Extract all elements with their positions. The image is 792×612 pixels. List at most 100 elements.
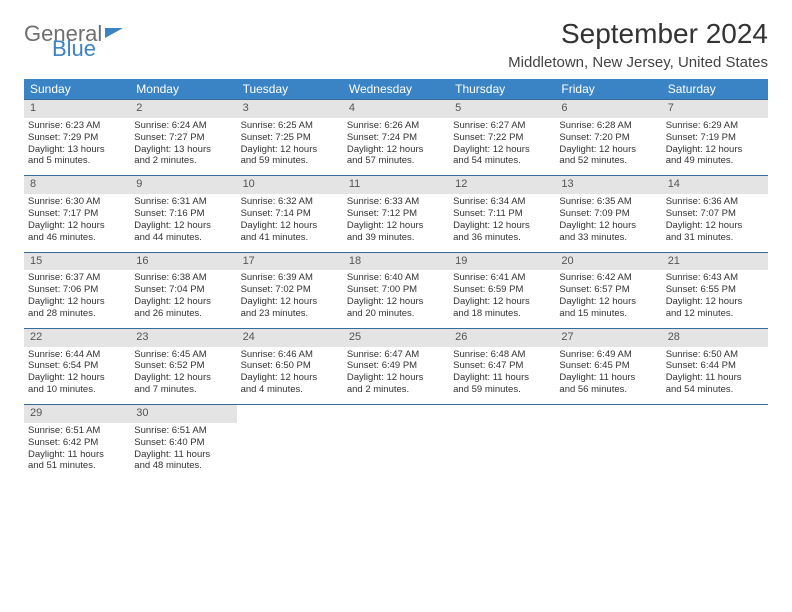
sunset-text: Sunset: 6:47 PM [453, 360, 551, 372]
day-detail-row: Sunrise: 6:30 AMSunset: 7:17 PMDaylight:… [24, 194, 768, 252]
day-number-cell: 2 [130, 100, 236, 118]
daylight-text-1: Daylight: 12 hours [347, 144, 445, 156]
sunrise-text: Sunrise: 6:44 AM [28, 349, 126, 361]
logo-part2: Blue [52, 39, 123, 60]
day-detail-cell: Sunrise: 6:38 AMSunset: 7:04 PMDaylight:… [130, 270, 236, 328]
day-number-row: 22232425262728 [24, 328, 768, 346]
day-detail-row: Sunrise: 6:44 AMSunset: 6:54 PM Daylight:… [24, 347, 768, 405]
daylight-text-1: Daylight: 12 hours [666, 144, 764, 156]
header: General Blue September 2024 Middletown, … [24, 18, 768, 71]
day-number-cell: 3 [237, 100, 343, 118]
sunset-text: Sunset: 6:55 PM [666, 284, 764, 296]
sunrise-text: Sunrise: 6:39 AM [241, 272, 339, 284]
day-header: Sunday [24, 79, 130, 100]
day-detail-cell: Sunrise: 6:51 AMSunset: 6:42 PMDaylight:… [24, 423, 130, 481]
sunrise-text: Sunrise: 6:28 AM [559, 120, 657, 132]
day-detail-cell [343, 423, 449, 481]
day-number-cell: 4 [343, 100, 449, 118]
day-detail-cell: Sunrise: 6:25 AMSunset: 7:25 PMDaylight:… [237, 118, 343, 176]
sunset-text: Sunset: 6:52 PM [134, 360, 232, 372]
sunrise-text: Sunrise: 6:46 AM [241, 349, 339, 361]
calendar-page: General Blue September 2024 Middletown, … [0, 0, 792, 498]
sunrise-text: Sunrise: 6:37 AM [28, 272, 126, 284]
daylight-text-2: and 59 minutes. [241, 155, 339, 167]
sunset-text: Sunset: 7:19 PM [666, 132, 764, 144]
daylight-text-2: and 2 minutes. [134, 155, 232, 167]
day-number-cell: 13 [555, 176, 661, 194]
day-detail-cell: Sunrise: 6:46 AMSunset: 6:50 PMDaylight:… [237, 347, 343, 405]
sunset-text: Sunset: 7:25 PM [241, 132, 339, 144]
sunrise-text: Sunrise: 6:38 AM [134, 272, 232, 284]
day-detail-cell: Sunrise: 6:50 AMSunset: 6:44 PMDaylight:… [662, 347, 768, 405]
daylight-text-2: and 28 minutes. [28, 308, 126, 320]
day-detail-cell [237, 423, 343, 481]
sunrise-text: Sunrise: 6:40 AM [347, 272, 445, 284]
sunrise-text: Sunrise: 6:49 AM [559, 349, 657, 361]
day-number-cell: 5 [449, 100, 555, 118]
day-number-cell: 12 [449, 176, 555, 194]
sunset-text: Sunset: 7:17 PM [28, 208, 126, 220]
title-block: September 2024 Middletown, New Jersey, U… [508, 18, 768, 71]
daylight-text-1: Daylight: 12 hours [28, 296, 126, 308]
day-number-cell: 19 [449, 252, 555, 270]
day-detail-cell: Sunrise: 6:30 AMSunset: 7:17 PMDaylight:… [24, 194, 130, 252]
day-detail-cell: Sunrise: 6:47 AMSunset: 6:49 PMDaylight:… [343, 347, 449, 405]
day-detail-cell: Sunrise: 6:29 AMSunset: 7:19 PMDaylight:… [662, 118, 768, 176]
day-detail-cell: Sunrise: 6:32 AMSunset: 7:14 PMDaylight:… [237, 194, 343, 252]
sunrise-text: Sunrise: 6:50 AM [666, 349, 764, 361]
daylight-text-1: Daylight: 11 hours [666, 372, 764, 384]
sunset-text: Sunset: 7:02 PM [241, 284, 339, 296]
daylight-text-2: and 54 minutes. [666, 384, 764, 396]
day-header-row: Sunday Monday Tuesday Wednesday Thursday… [24, 79, 768, 100]
day-detail-cell: Sunrise: 6:37 AMSunset: 7:06 PMDaylight:… [24, 270, 130, 328]
logo: General Blue [24, 18, 123, 60]
daylight-text-1: Daylight: 12 hours [241, 296, 339, 308]
day-number-cell: 21 [662, 252, 768, 270]
day-number-cell: 26 [449, 328, 555, 346]
sunset-text: Sunset: 7:27 PM [134, 132, 232, 144]
sunset-text: Sunset: 6:59 PM [453, 284, 551, 296]
day-detail-cell: Sunrise: 6:51 AMSunset: 6:40 PMDaylight:… [130, 423, 236, 481]
sunrise-text: Sunrise: 6:35 AM [559, 196, 657, 208]
day-number-row: 891011121314 [24, 176, 768, 194]
day-detail-cell: Sunrise: 6:36 AMSunset: 7:07 PMDaylight:… [662, 194, 768, 252]
day-header: Tuesday [237, 79, 343, 100]
calendar-table: Sunday Monday Tuesday Wednesday Thursday… [24, 79, 768, 480]
daylight-text-1: Daylight: 11 hours [453, 372, 551, 384]
day-number-row: 1234567 [24, 100, 768, 118]
sunset-text: Sunset: 6:54 PM [28, 360, 126, 372]
day-detail-cell [555, 423, 661, 481]
sunrise-text: Sunrise: 6:48 AM [453, 349, 551, 361]
day-header: Saturday [662, 79, 768, 100]
sunset-text: Sunset: 6:42 PM [28, 437, 126, 449]
daylight-text-2: and 48 minutes. [134, 460, 232, 472]
daylight-text-2: and 26 minutes. [134, 308, 232, 320]
daylight-text-1: Daylight: 12 hours [241, 372, 339, 384]
daylight-text-2: and 54 minutes. [453, 155, 551, 167]
sunrise-text: Sunrise: 6:25 AM [241, 120, 339, 132]
daylight-text-2: and 51 minutes. [28, 460, 126, 472]
sunset-text: Sunset: 7:11 PM [453, 208, 551, 220]
sunset-text: Sunset: 7:04 PM [134, 284, 232, 296]
day-number-cell: 18 [343, 252, 449, 270]
daylight-text-1: Daylight: 12 hours [559, 144, 657, 156]
day-header: Thursday [449, 79, 555, 100]
sunset-text: Sunset: 6:49 PM [347, 360, 445, 372]
day-header: Wednesday [343, 79, 449, 100]
day-number-cell [343, 405, 449, 423]
daylight-text-2: and 15 minutes. [559, 308, 657, 320]
daylight-text-1: Daylight: 12 hours [347, 372, 445, 384]
daylight-text-2: and 20 minutes. [347, 308, 445, 320]
daylight-text-1: Daylight: 12 hours [134, 296, 232, 308]
day-detail-cell: Sunrise: 6:44 AMSunset: 6:54 PMDaylight:… [24, 347, 130, 405]
day-detail-cell [449, 423, 555, 481]
sunset-text: Sunset: 6:44 PM [666, 360, 764, 372]
day-detail-cell: Sunrise: 6:35 AMSunset: 7:09 PMDaylight:… [555, 194, 661, 252]
sunset-text: Sunset: 7:14 PM [241, 208, 339, 220]
sunrise-text: Sunrise: 6:45 AM [134, 349, 232, 361]
day-detail-cell: Sunrise: 6:31 AMSunset: 7:16 PMDaylight:… [130, 194, 236, 252]
daylight-text-2: and 12 minutes. [666, 308, 764, 320]
day-number-cell: 6 [555, 100, 661, 118]
sunrise-text: Sunrise: 6:23 AM [28, 120, 126, 132]
sail-icon [105, 28, 123, 38]
